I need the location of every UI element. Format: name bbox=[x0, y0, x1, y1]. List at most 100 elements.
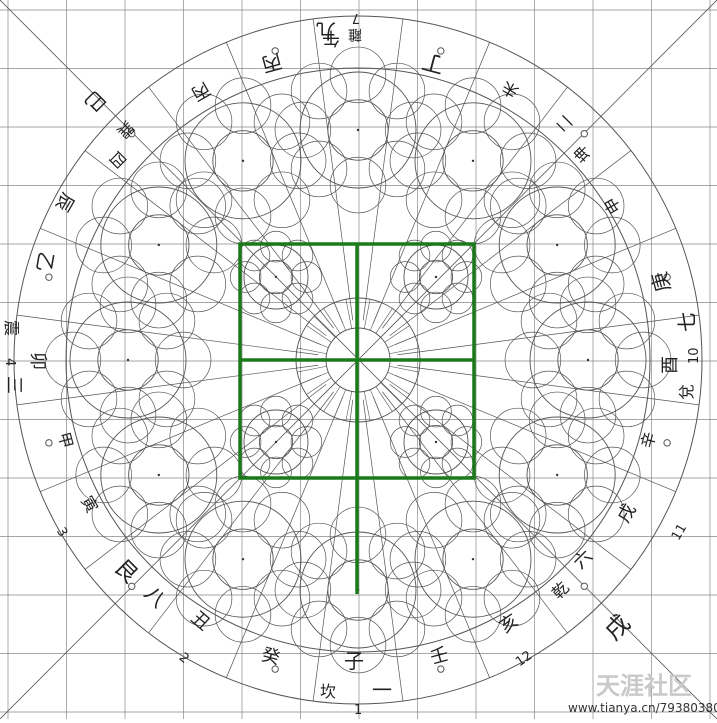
flower-petal bbox=[253, 569, 311, 627]
flower-petal bbox=[567, 177, 625, 235]
flower-group bbox=[44, 276, 212, 444]
flower-petal bbox=[75, 216, 132, 274]
flower-petal bbox=[290, 62, 348, 120]
center-spoke bbox=[375, 308, 393, 334]
flower-petal bbox=[214, 586, 272, 643]
flower-center-dot bbox=[241, 159, 245, 163]
flower-petal bbox=[169, 255, 226, 313]
flower-petal bbox=[405, 171, 463, 228]
flower-petal bbox=[290, 600, 348, 658]
watermark-logo: 天涯社区 bbox=[596, 672, 692, 700]
flower-petal bbox=[281, 447, 314, 480]
radial-spoke bbox=[40, 374, 322, 492]
label-dui: 兌 bbox=[677, 384, 696, 400]
flower-petal bbox=[528, 391, 586, 449]
tick-marker bbox=[128, 130, 136, 138]
flower-center-dot bbox=[555, 473, 559, 477]
flower-petal bbox=[450, 426, 483, 458]
flower-petal bbox=[260, 291, 292, 324]
flower-petal bbox=[584, 216, 641, 274]
flower-outer-circle bbox=[498, 416, 616, 534]
flower-petal bbox=[281, 282, 314, 315]
label-geng: 庚 bbox=[647, 269, 675, 295]
outer-rings bbox=[13, 15, 703, 705]
flower-inner-circle bbox=[327, 99, 389, 161]
flower-petal bbox=[60, 370, 118, 428]
flower-petal bbox=[520, 370, 578, 428]
flower-petal bbox=[520, 292, 578, 350]
label-xu: 戌 bbox=[613, 500, 640, 526]
center-spoke bbox=[297, 347, 327, 355]
flower-petal bbox=[329, 616, 387, 674]
label-gen: 艮 bbox=[109, 555, 142, 588]
tick-marker bbox=[437, 665, 445, 673]
flower-petal bbox=[490, 407, 547, 465]
center-spoke bbox=[297, 365, 327, 373]
label-right-count: 10 bbox=[687, 347, 702, 364]
flower-petal bbox=[420, 395, 452, 428]
flower-group bbox=[504, 276, 672, 444]
flower-center-dot bbox=[434, 440, 438, 444]
label-wu: 午 bbox=[322, 27, 340, 48]
radial-spokes bbox=[16, 18, 700, 702]
flower-petal bbox=[420, 230, 452, 263]
flower-inner-circle bbox=[418, 424, 454, 460]
label-top-count: 7 bbox=[352, 10, 360, 25]
flower-petal bbox=[528, 271, 586, 329]
radial-spoke bbox=[382, 86, 568, 329]
flower-center-dot bbox=[157, 243, 161, 247]
label-ba: 八 bbox=[140, 581, 171, 612]
center-spoke bbox=[300, 371, 329, 385]
label-chen: 辰 bbox=[51, 189, 78, 215]
center-spoke bbox=[380, 315, 403, 338]
tick-marker bbox=[45, 273, 53, 281]
flower-inner-circle bbox=[97, 329, 159, 391]
flower-petal bbox=[274, 561, 332, 619]
flower-center-dot bbox=[274, 440, 278, 444]
flower-petal bbox=[290, 140, 348, 198]
flower-outer-circle bbox=[414, 102, 532, 220]
center-spoke bbox=[375, 386, 393, 412]
radial-spoke bbox=[362, 18, 404, 321]
flower-petal bbox=[528, 161, 586, 219]
center-spoke bbox=[363, 299, 371, 329]
flower-inner-circle bbox=[258, 259, 294, 295]
tick-marker bbox=[437, 47, 445, 55]
flower-petal bbox=[290, 261, 323, 293]
flower-petal bbox=[260, 456, 292, 489]
flower-center-dot bbox=[356, 128, 360, 132]
label-left-count: 4 bbox=[2, 358, 17, 366]
label-zi: 子 bbox=[344, 649, 364, 673]
flower-petal bbox=[405, 93, 463, 151]
flower-group bbox=[75, 161, 243, 329]
tick-marker bbox=[663, 439, 671, 447]
flower-petal bbox=[368, 62, 426, 120]
flower-center-dot bbox=[126, 358, 130, 362]
flower-petal bbox=[260, 395, 292, 428]
label-ren: 壬 bbox=[428, 644, 451, 669]
label-wu-left: 丙 bbox=[259, 49, 285, 77]
flower-petal bbox=[91, 177, 149, 235]
radial-spoke bbox=[372, 42, 490, 324]
flower-outer-circle bbox=[498, 186, 616, 304]
flower-petal bbox=[130, 161, 188, 219]
flower-petal bbox=[598, 292, 656, 350]
flower-outer-circle bbox=[100, 186, 218, 304]
flower-petal bbox=[130, 391, 188, 449]
flower-outer-circle bbox=[529, 301, 647, 419]
flower-petal bbox=[229, 261, 262, 293]
center-spoke bbox=[369, 302, 383, 331]
flower-petal bbox=[269, 530, 327, 588]
flower-petal bbox=[99, 276, 157, 334]
radial-spoke bbox=[312, 18, 354, 321]
green-grid-overlay bbox=[238, 242, 476, 594]
label-kun-num: 二 bbox=[552, 111, 577, 136]
tick-marker bbox=[580, 582, 588, 590]
flower-inner-circle bbox=[442, 130, 504, 192]
flower-petal bbox=[384, 561, 442, 619]
flower-petal bbox=[154, 331, 212, 389]
flower-petal bbox=[398, 282, 431, 315]
tick-marker bbox=[271, 665, 279, 673]
flower-petal bbox=[483, 569, 541, 627]
flower-petal bbox=[269, 132, 327, 190]
